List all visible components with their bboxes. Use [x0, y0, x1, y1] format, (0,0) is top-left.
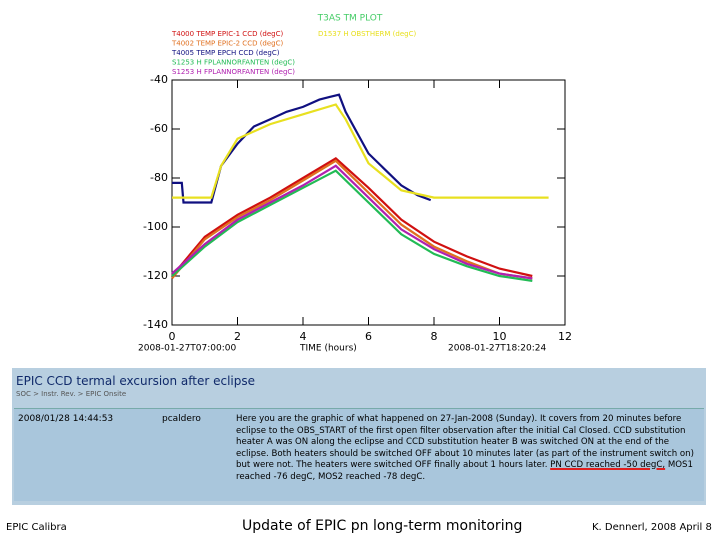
x-tick-label: 2: [234, 330, 241, 343]
footer-left: EPIC Calibra: [6, 522, 67, 533]
x-start-label: 2008-01-27T07:00:00: [138, 344, 236, 354]
series-line: [171, 157, 533, 278]
chart: T3AS TM PLOT TIME (hours) 2008-01-27T07:…: [138, 14, 572, 354]
footer-right: K. Dennerl, 2008 April 8: [592, 522, 712, 533]
x-tick-label: 0: [169, 330, 176, 343]
footer-center: Update of EPIC pn long-term monitoring: [242, 518, 523, 534]
legend-entry: D1537 H OBSTHERM (degC): [318, 30, 416, 38]
legend-entry: T4005 TEMP EPCH CCD (degC): [171, 49, 280, 57]
series-line: [171, 159, 533, 280]
post-date: 2008/01/28 14:44:53: [18, 414, 114, 424]
post-title: EPIC CCD termal excursion after eclipse: [16, 374, 256, 388]
x-tick-label: 4: [300, 330, 307, 343]
breadcrumb: SOC > Instr. Rev. > EPIC Onsite: [16, 390, 127, 398]
y-tick-label: -60: [150, 122, 168, 135]
series-line: [171, 169, 533, 282]
x-tick-label: 8: [431, 330, 438, 343]
x-axis-title: TIME (hours): [299, 344, 357, 354]
chart-title: T3AS TM PLOT: [317, 14, 383, 24]
series-line: [172, 93, 432, 204]
y-tick-label: -100: [143, 220, 168, 233]
body-text: MOS1 reached -76 degC, MOS2 reached -78 …: [236, 460, 693, 482]
post-body: Here you are the graphic of what happene…: [236, 414, 700, 483]
body-highlight: PN CCD reached -50 degC,: [550, 460, 666, 470]
y-tick-label: -140: [143, 318, 168, 331]
x-tick-label: 12: [558, 330, 572, 343]
x-end-label: 2008-01-27T18:20:24: [448, 344, 546, 354]
legend-entry: S1253 H FPLANNORFANTEN (degC): [172, 59, 295, 67]
y-tick-label: -40: [150, 73, 168, 86]
post-author: pcaldero: [162, 414, 201, 424]
y-tick-label: -80: [150, 171, 168, 184]
x-tick-label: 6: [365, 330, 372, 343]
forum-post: EPIC CCD termal excursion after eclipse …: [12, 368, 706, 505]
post-row: 2008/01/28 14:44:53 pcaldero Here you ar…: [14, 408, 704, 501]
body-text: Here you are the graphic of what happene…: [236, 414, 694, 470]
x-tick-label: 10: [493, 330, 507, 343]
y-tick-label: -120: [143, 269, 168, 282]
series-line: [171, 164, 533, 280]
legend-entry: S1253 H FPLANNORFANTEN (degC): [172, 68, 295, 76]
legend-entry: T4002 TEMP EPIC-2 CCD (degC): [171, 40, 284, 48]
series-line: [172, 103, 549, 199]
legend-entry: T4000 TEMP EPIC-1 CCD (degC): [171, 30, 284, 38]
